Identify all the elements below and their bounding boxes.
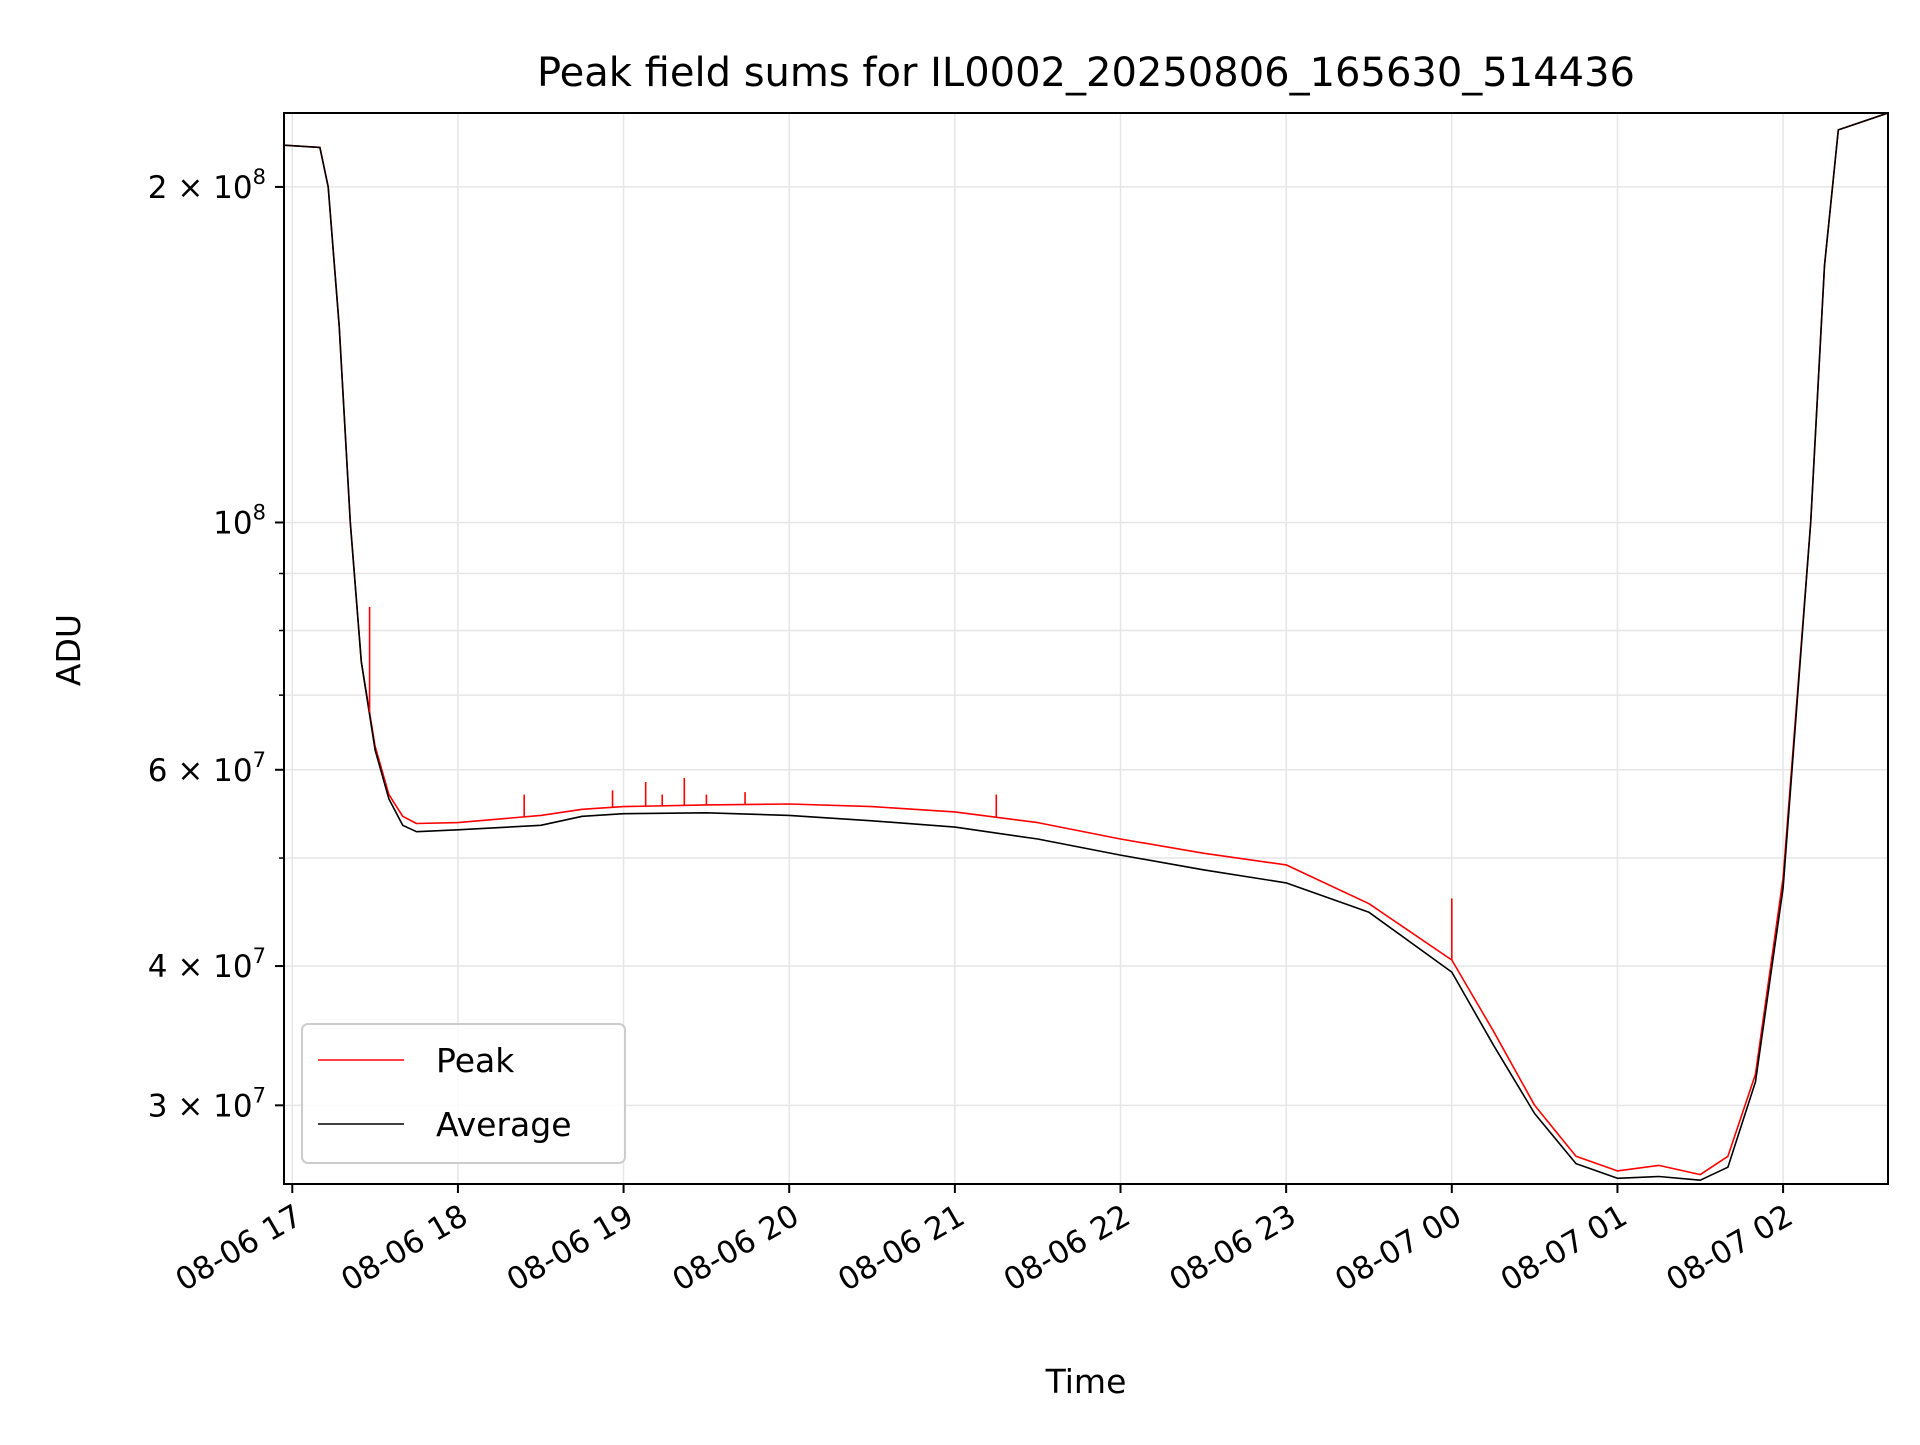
y-tick-label: 108 (213, 500, 266, 541)
y-tick-exponent: 7 (253, 1083, 266, 1107)
plot-frame (283, 112, 1889, 1185)
y-tick-exponent: 8 (253, 165, 266, 189)
series-line-average (284, 113, 1888, 1181)
chart-title: Peak field sums for IL0002_20250806_1656… (537, 50, 1635, 96)
y-tick-exponent: 8 (253, 500, 266, 524)
y-tick-mantissa: 2 × 10 (148, 170, 253, 206)
y-tick-mantissa: 10 (213, 505, 252, 541)
y-tick-label: 6 × 107 (148, 748, 266, 789)
legend-box (301, 1023, 626, 1164)
y-tick-mantissa: 6 × 10 (148, 753, 253, 789)
y-tick-mantissa: 3 × 10 (148, 1088, 253, 1124)
y-tick-label: 2 × 108 (148, 165, 266, 206)
y-tick-mantissa: 4 × 10 (148, 949, 253, 985)
y-tick-label: 3 × 107 (148, 1083, 266, 1124)
x-axis-label: Time (1045, 1362, 1127, 1401)
y-tick-label: 4 × 107 (148, 944, 266, 985)
y-tick-exponent: 7 (253, 944, 266, 968)
legend: Peak Average (301, 1023, 626, 1164)
series-layer (284, 113, 1888, 1181)
legend-label-average: Average (436, 1105, 572, 1144)
y-tick-exponent: 7 (253, 748, 266, 772)
y-axis-label: ADU (49, 614, 88, 686)
grid (284, 113, 1888, 1184)
legend-label-peak: Peak (436, 1041, 515, 1080)
